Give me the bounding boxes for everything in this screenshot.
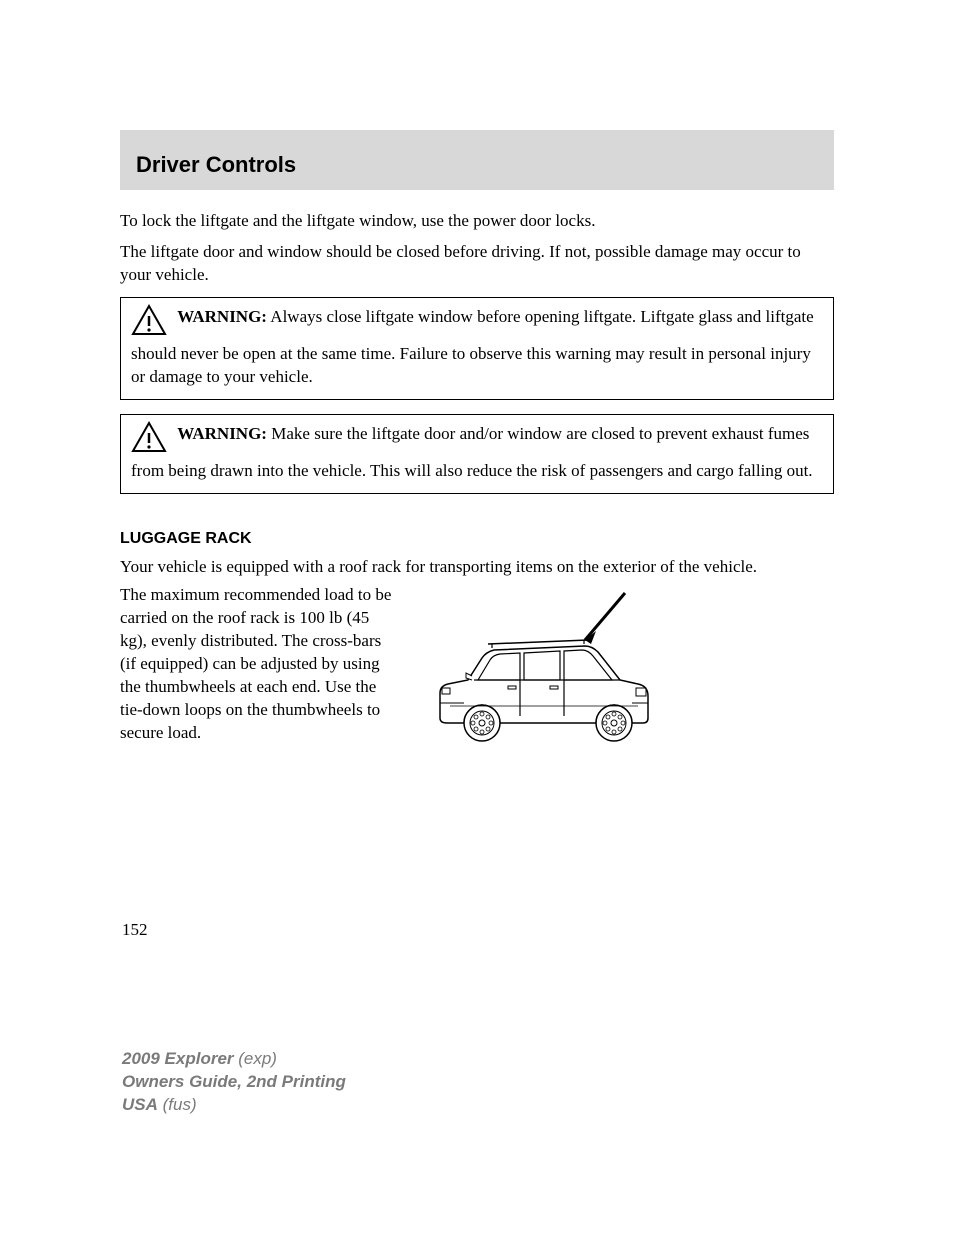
page-number: 152: [122, 920, 148, 940]
warning-box-1: WARNING: Always close liftgate window be…: [120, 297, 834, 400]
warning-label: WARNING:: [177, 424, 267, 443]
footer-model-code: (exp): [234, 1049, 277, 1068]
warning-icon: [131, 304, 167, 343]
paragraph-close: The liftgate door and window should be c…: [120, 241, 834, 287]
luggage-heading: LUGGAGE RACK: [120, 530, 834, 548]
section-title: Driver Controls: [136, 152, 818, 178]
luggage-section: The maximum recommended load to be carri…: [120, 584, 834, 768]
warning-box-2: WARNING: Make sure the liftgate door and…: [120, 414, 834, 494]
footer-country: USA: [122, 1095, 158, 1114]
paragraph-lock: To lock the liftgate and the liftgate wi…: [120, 210, 834, 233]
vehicle-illustration: [420, 584, 834, 768]
luggage-detail: The maximum recommended load to be carri…: [120, 584, 400, 745]
footer-line-1: 2009 Explorer (exp): [122, 1048, 346, 1071]
luggage-intro: Your vehicle is equipped with a roof rac…: [120, 556, 834, 579]
footer: 2009 Explorer (exp) Owners Guide, 2nd Pr…: [122, 1048, 346, 1117]
page-container: Driver Controls To lock the liftgate and…: [0, 0, 954, 808]
warning-label: WARNING:: [177, 307, 267, 326]
footer-model: 2009 Explorer: [122, 1049, 234, 1068]
footer-line-2: Owners Guide, 2nd Printing: [122, 1071, 346, 1094]
footer-country-code: (fus): [158, 1095, 197, 1114]
section-header: Driver Controls: [120, 130, 834, 190]
footer-line-3: USA (fus): [122, 1094, 346, 1117]
warning-icon: [131, 421, 167, 460]
